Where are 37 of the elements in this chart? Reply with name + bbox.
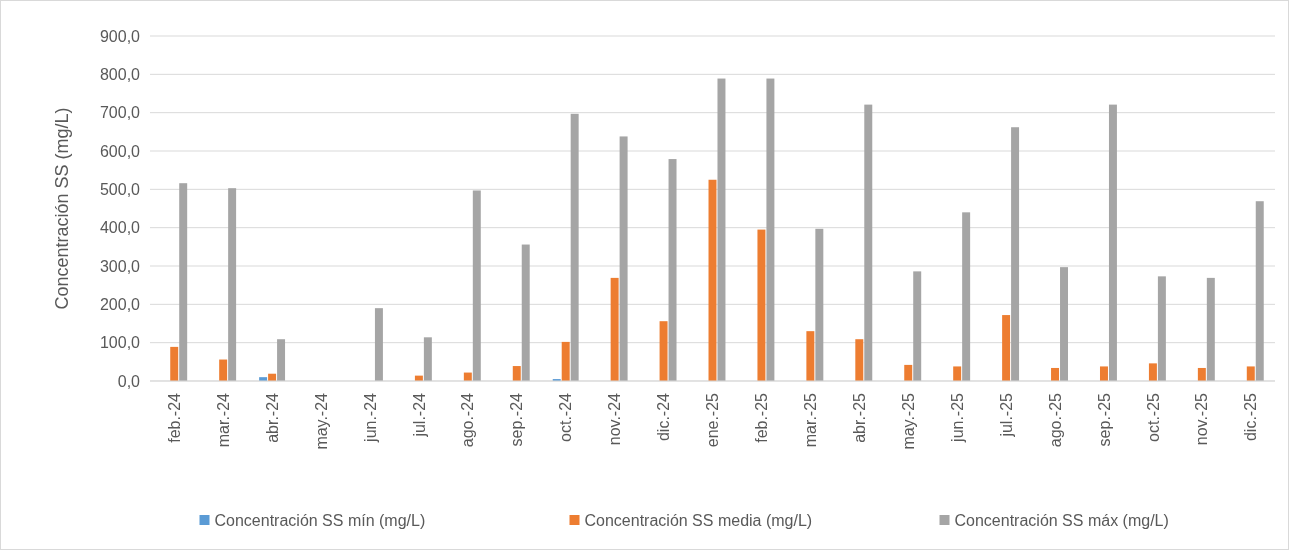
y-tick-label: 0,0 [117, 372, 141, 390]
x-tick-label: dic.-24 [655, 392, 673, 442]
x-tick-label: ene.-25 [704, 392, 722, 448]
legend-label: Concentración SS media (mg/L) [584, 511, 813, 529]
x-tick-label: oct.-24 [557, 392, 575, 442]
x-tick-label: dic.-25 [1242, 392, 1260, 442]
y-tick-label: 400,0 [99, 219, 141, 237]
x-tick-label: mar.-24 [214, 392, 232, 448]
y-tick-label: 100,0 [99, 334, 141, 352]
x-tick-label: nov.-24 [606, 392, 624, 446]
x-tick-label: oct.-25 [1144, 392, 1162, 442]
x-tick-label: jul.-25 [997, 392, 1015, 438]
y-tick-label: 200,0 [99, 295, 141, 313]
x-tick-label: jul.-24 [410, 392, 428, 438]
x-tick-label: ago.-25 [1046, 392, 1064, 448]
y-axis-title: Concentración SS (mg/L) [52, 107, 72, 310]
legend-label: Concentración SS máx (mg/L) [954, 511, 1169, 529]
y-tick-label: 600,0 [99, 142, 141, 160]
x-tick-label: feb.-24 [165, 392, 183, 443]
y-tick-label: 800,0 [99, 65, 141, 83]
y-tick-label: 500,0 [99, 180, 141, 198]
x-tick-label: jun.-24 [361, 392, 379, 443]
x-tick-label: ago.-24 [459, 392, 477, 448]
x-tick-label: may.-24 [312, 392, 330, 450]
x-tick-label: nov.-25 [1193, 392, 1211, 446]
y-tick-label: 700,0 [99, 104, 141, 122]
x-tick-label: abr.-25 [850, 392, 868, 443]
legend-label: Concentración SS mín (mg/L) [214, 511, 426, 529]
y-tick-label: 900,0 [99, 27, 141, 45]
x-tick-label: sep.-25 [1095, 392, 1113, 447]
x-tick-label: may.-25 [899, 392, 917, 450]
x-tick-label: mar.-25 [801, 392, 819, 448]
x-tick-label: abr.-24 [263, 392, 281, 443]
y-tick-label: 300,0 [99, 257, 141, 275]
x-tick-label: sep.-24 [508, 392, 526, 447]
x-tick-label: jun.-25 [948, 392, 966, 443]
x-tick-label: feb.-25 [753, 392, 771, 443]
